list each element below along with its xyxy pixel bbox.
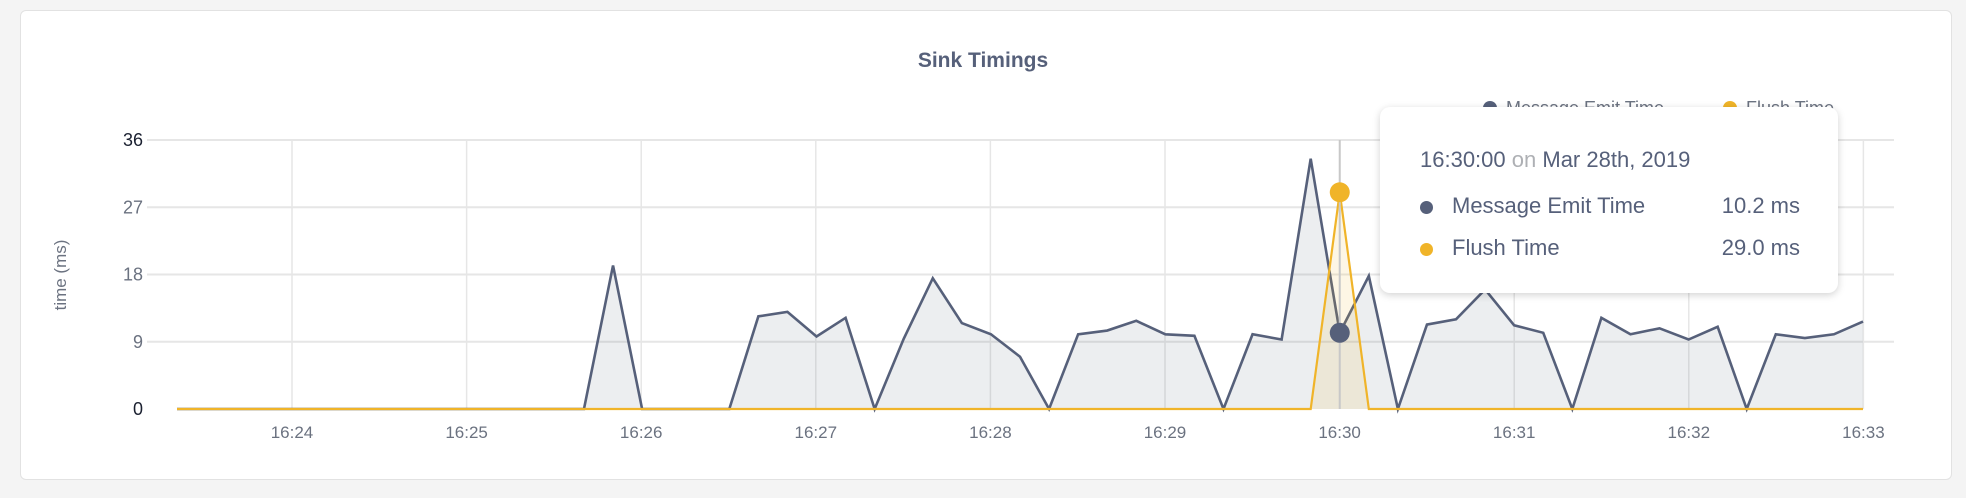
tooltip-row-flush: Flush Time 29.0 ms <box>1420 235 1800 263</box>
x-tick-label: 16:32 <box>1668 423 1711 442</box>
chart-tooltip: 16:30:00 on Mar 28th, 2019 Message Emit … <box>1380 107 1838 293</box>
x-tick-label: 16:31 <box>1493 423 1536 442</box>
x-tick-label: 16:25 <box>445 423 488 442</box>
tooltip-series-value: 10.2 ms <box>1721 193 1800 218</box>
y-axis-label: time (ms) <box>51 240 70 311</box>
tooltip-series-value: 29.0 ms <box>1721 235 1800 260</box>
x-tick-label: 16:27 <box>795 423 838 442</box>
y-tick-label: 18 <box>123 265 143 285</box>
hover-point-message-emit-time <box>1329 322 1350 343</box>
hover-point-flush-time <box>1329 182 1350 203</box>
tooltip-title: 16:30:00 on Mar 28th, 2019 <box>1420 147 1690 173</box>
x-tick-label: 16:29 <box>1144 423 1187 442</box>
series-line-flush-time <box>177 192 1863 411</box>
y-tick-label: 27 <box>123 197 143 217</box>
x-tick-label: 16:26 <box>620 423 663 442</box>
series-dot-icon <box>1420 201 1433 214</box>
y-tick-label: 36 <box>123 130 143 150</box>
x-tick-label: 16:24 <box>271 423 314 442</box>
series-area-message-emit-time <box>177 158 1863 409</box>
tooltip-row-message-emit: Message Emit Time 10.2 ms <box>1420 193 1800 221</box>
y-tick-label: 9 <box>133 332 143 352</box>
tooltip-on: on <box>1511 147 1537 172</box>
tooltip-time: 16:30:00 <box>1420 147 1506 172</box>
series-dot-icon <box>1420 243 1433 256</box>
x-tick-label: 16:30 <box>1318 423 1361 442</box>
tooltip-date: Mar 28th, 2019 <box>1542 147 1691 172</box>
x-tick-label: 16:28 <box>969 423 1012 442</box>
chart-title: Sink Timings <box>918 49 1048 72</box>
tooltip-series-name: Message Emit Time <box>1452 193 1646 218</box>
y-tick-label: 0 <box>133 399 143 419</box>
x-tick-label: 16:33 <box>1842 423 1885 442</box>
tooltip-series-name: Flush Time <box>1452 235 1560 260</box>
